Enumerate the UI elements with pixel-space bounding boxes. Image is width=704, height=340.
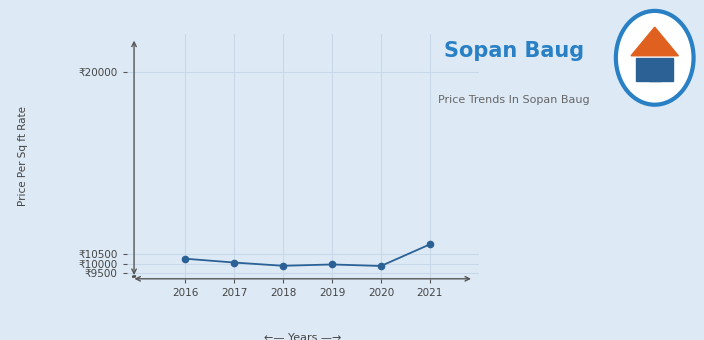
Text: Sopan Baug: Sopan Baug xyxy=(444,41,584,61)
Circle shape xyxy=(617,13,692,103)
Text: ←— Years —→: ←— Years —→ xyxy=(264,333,341,340)
Text: Price Trends In Sopan Baug: Price Trends In Sopan Baug xyxy=(438,95,590,105)
Polygon shape xyxy=(636,58,673,81)
Polygon shape xyxy=(649,68,660,81)
Y-axis label: Price Per Sq ft Rate: Price Per Sq ft Rate xyxy=(18,106,27,206)
Polygon shape xyxy=(631,27,679,56)
